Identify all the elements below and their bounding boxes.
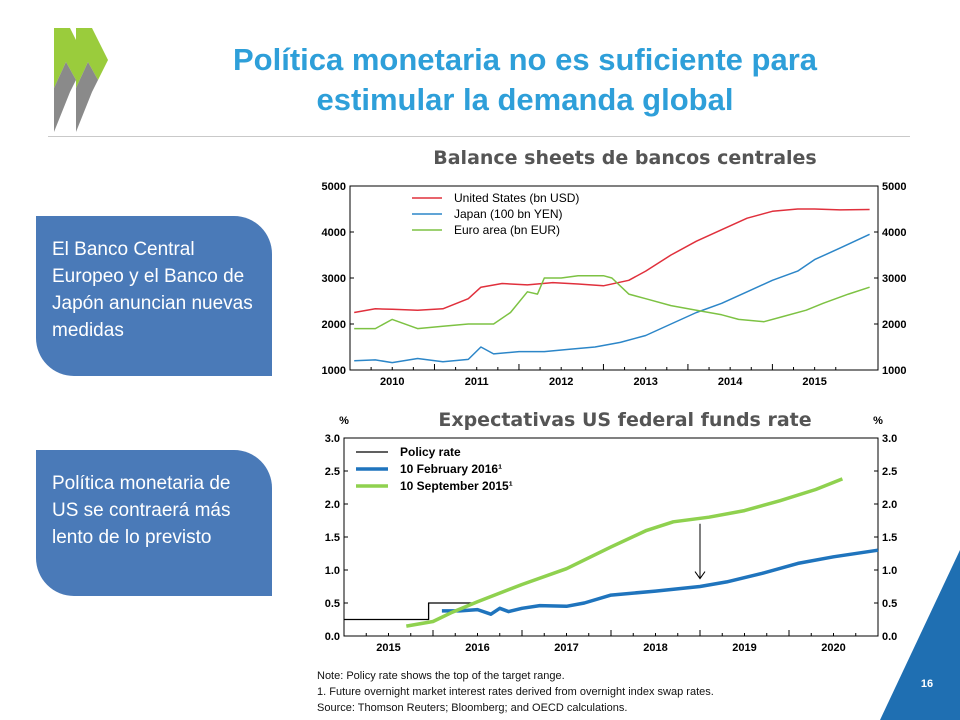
slide-title-line2: estimular la demanda global (316, 82, 734, 117)
y-tick-label-right: 2.0 (882, 499, 897, 511)
legend-label-2: Japan (100 bn YEN) (454, 207, 563, 221)
chart2-title: Expectativas US federal funds rate (438, 409, 812, 431)
balance-sheets-chart: 1000 1000 2000 2000 3000 3000 4000 4000 5000 5000… (322, 181, 907, 388)
x-tick-label: 2017 (554, 642, 578, 654)
y-tick-label-right: 1000 (882, 365, 906, 377)
legend-label-1: Policy rate (400, 445, 461, 459)
y-tick-label-left: 2.5 (325, 466, 340, 478)
x-tick-label: 2020 (821, 642, 845, 654)
series-line-1 (344, 602, 474, 621)
page-number: 16 (920, 678, 934, 690)
y-tick-label-right: 3.0 (882, 433, 897, 445)
y-tick-label-right: 0.0 (882, 631, 897, 643)
y-tick-label-left: 1.5 (325, 532, 340, 544)
x-tick-label: 2012 (549, 376, 573, 388)
y-axis-unit-right: % (873, 415, 883, 427)
y-tick-label-left: 1.0 (325, 565, 340, 577)
callout-us-policy: Política monetaria de US se contraerá má… (36, 450, 272, 596)
y-tick-label-right: 1.0 (882, 565, 897, 577)
series-line-3 (354, 274, 870, 330)
y-tick-label-right: 5000 (882, 181, 906, 193)
legend-label-3: Euro area (bn EUR) (454, 223, 560, 237)
series-line-2 (441, 548, 879, 616)
y-tick-label-right: 2000 (882, 319, 906, 331)
note-line-2: 1. Future overnight market interest rate… (317, 686, 714, 698)
x-tick-label: 2013 (633, 376, 657, 388)
y-tick-label-left: 2000 (322, 319, 346, 331)
series-line-1 (354, 208, 870, 314)
callout-ecb-boj: El Banco Central Europeo y el Banco de J… (36, 216, 272, 376)
arrow-head (694, 571, 706, 580)
y-tick-label-left: 2.0 (325, 499, 340, 511)
x-tick-label: 2011 (465, 376, 489, 388)
chart1-title: Balance sheets de bancos centrales (433, 147, 817, 169)
chart-notes: Note: Policy rate shows the top of the t… (317, 668, 917, 716)
x-tick-label: 2014 (718, 376, 743, 388)
y-tick-label-left: 3000 (322, 273, 346, 285)
y-tick-label-right: 1.5 (882, 532, 897, 544)
note-line-1: Note: Policy rate shows the top of the t… (317, 670, 565, 682)
y-tick-label-left: 4000 (322, 227, 346, 239)
y-tick-label-right: 2.5 (882, 466, 897, 478)
legend-label-1: United States (bn USD) (454, 191, 579, 205)
oecd-logo-icon (54, 28, 108, 132)
y-tick-label-left: 3.0 (325, 433, 340, 445)
legend-label-3: 10 September 2015¹ (400, 479, 513, 493)
y-tick-label-right: 3000 (882, 273, 906, 285)
y-tick-label-left: 5000 (322, 181, 346, 193)
x-tick-label: 2016 (465, 642, 489, 654)
x-tick-label: 2018 (643, 642, 667, 654)
corner-decoration (880, 550, 960, 720)
series-line-3 (406, 477, 844, 628)
y-tick-label-left: 0.5 (325, 598, 340, 610)
y-tick-label-right: 4000 (882, 227, 906, 239)
x-tick-label: 2019 (732, 642, 756, 654)
note-line-3: Source: Thomson Reuters; Bloomberg; and … (317, 702, 628, 714)
fed-funds-chart: 0.0 0.0 0.5 0.5 1.0 1.0 1.5 1.5 2.0 2.0 2.5 2.5 3.0 3… (325, 415, 898, 654)
y-axis-unit-left: % (339, 415, 349, 427)
y-tick-label-left: 0.0 (325, 631, 340, 643)
slide-title: Política monetaria no es suficiente para… (130, 40, 920, 120)
title-divider (48, 136, 910, 137)
series-line-2 (354, 233, 870, 364)
y-tick-label-right: 0.5 (882, 598, 897, 610)
x-tick-label: 2015 (802, 376, 826, 388)
y-tick-label-left: 1000 (322, 365, 346, 377)
slide-title-line1: Política monetaria no es suficiente para (232, 42, 818, 77)
legend-label-2: 10 February 2016¹ (400, 462, 502, 476)
x-tick-label: 2015 (376, 642, 400, 654)
x-tick-label: 2010 (380, 376, 404, 388)
